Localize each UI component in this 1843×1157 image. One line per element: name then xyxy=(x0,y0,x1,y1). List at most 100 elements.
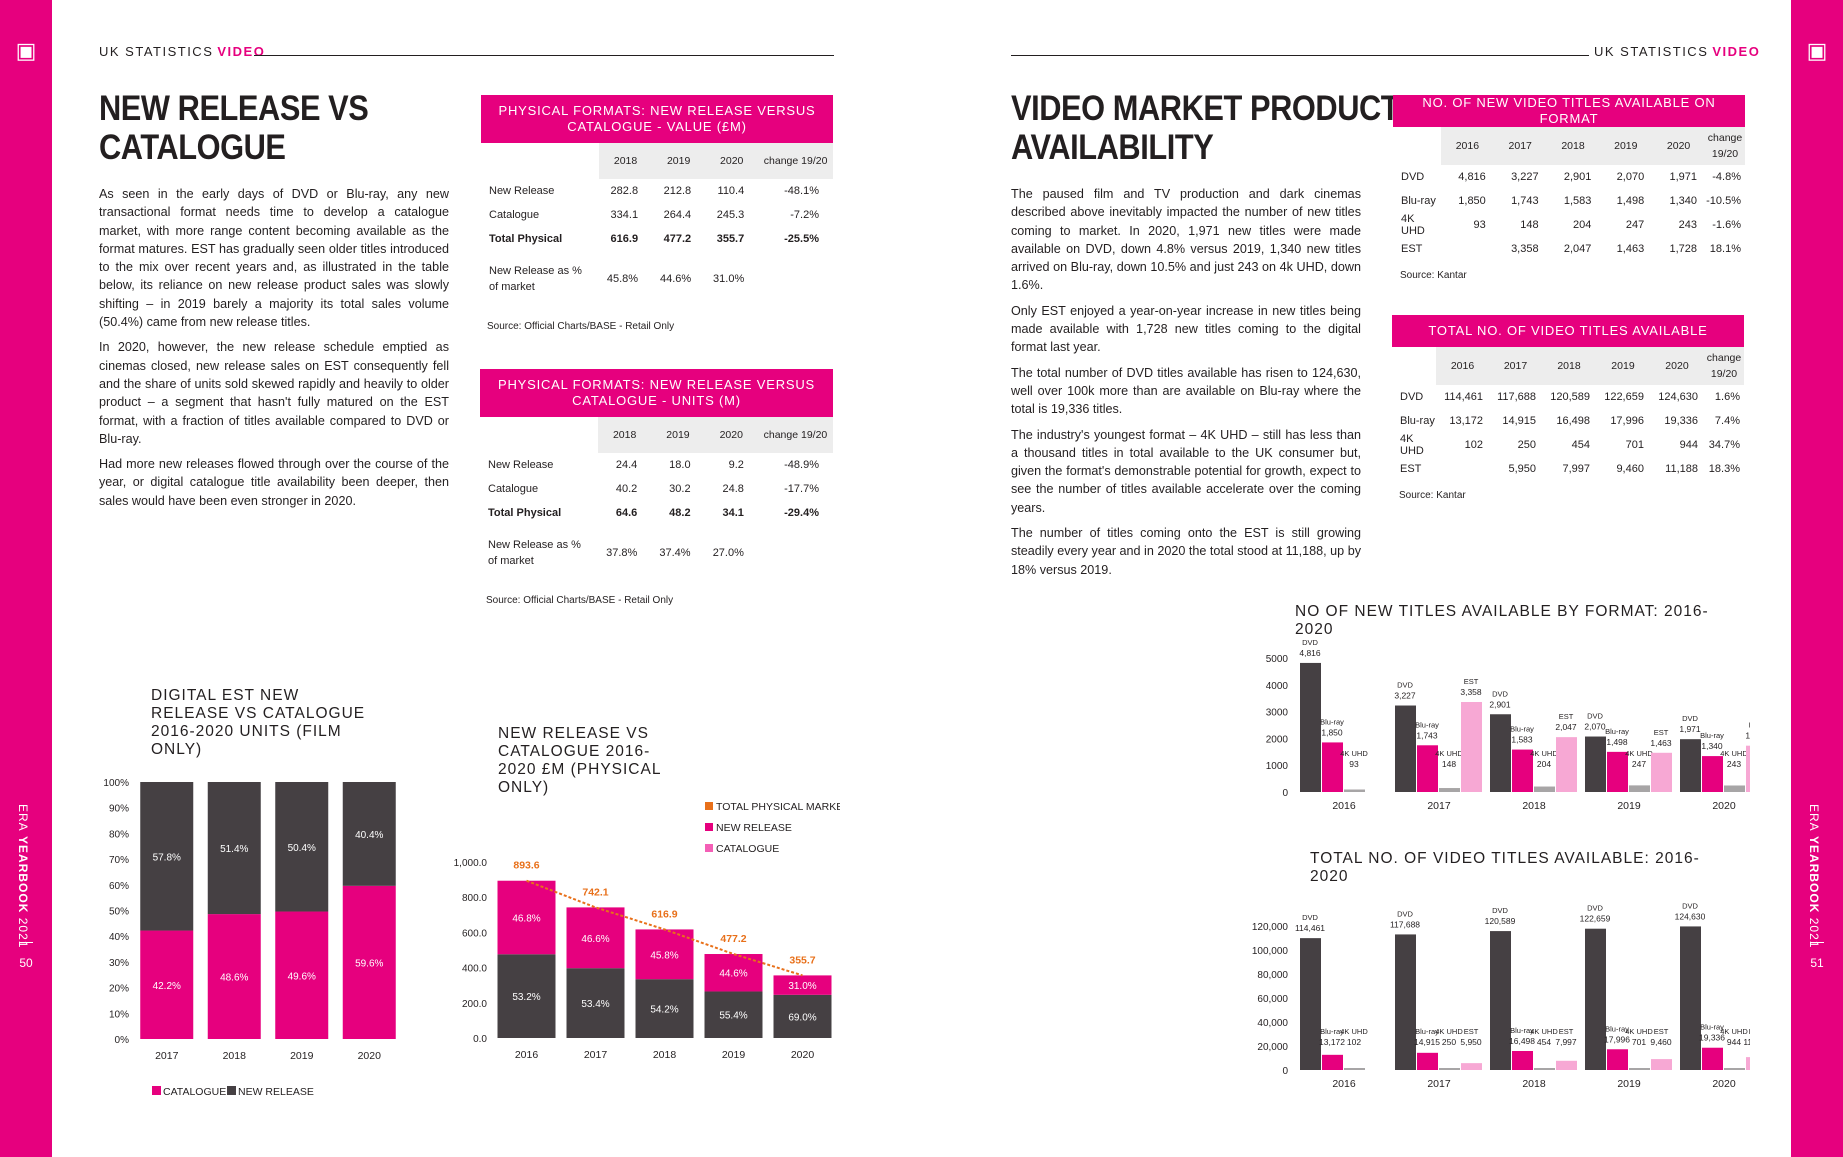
x-tick-label: 2020 xyxy=(1712,800,1736,812)
legend-label: NEW RELEASE xyxy=(716,822,792,834)
series-label: Blu-ray xyxy=(1415,1027,1439,1036)
bar-blu-ray xyxy=(1702,756,1723,792)
data-label: 1,850 xyxy=(1321,727,1343,737)
data-label: 701 xyxy=(1632,1037,1646,1047)
table-source: Source: Official Charts/BASE - Retail On… xyxy=(487,321,675,332)
series-label: DVD xyxy=(1682,901,1698,910)
data-label: 247 xyxy=(1632,759,1646,769)
bar-catalogue xyxy=(773,994,832,1038)
bar-est xyxy=(1461,702,1482,792)
data-label: 148 xyxy=(1442,759,1456,769)
series-label: 4K UHD xyxy=(1340,749,1368,758)
bar-dvd xyxy=(1300,662,1321,792)
bar-catalogue xyxy=(704,991,763,1038)
table-row: DVD 114,461 117,688 120,589 122,659 124,630 1.… xyxy=(1400,391,1740,403)
y-tick-label: 10% xyxy=(109,1009,129,1020)
data-label: 204 xyxy=(1537,759,1551,769)
series-label: Blu-ray xyxy=(1510,1026,1534,1035)
page-header-right: UK STATISTICS VIDEO xyxy=(1594,44,1761,59)
y-tick-label: 70% xyxy=(109,855,129,866)
y-tick-label: 50% xyxy=(109,907,129,918)
col-header: 2018 xyxy=(599,143,653,179)
total-trend-line xyxy=(526,879,803,977)
table-row: New Release as % of market 45.8% 44.6% 31.0… xyxy=(489,265,745,293)
bar-new-release xyxy=(140,782,194,931)
col-header: 2019 xyxy=(651,417,705,453)
series-label: 4K UHD xyxy=(1625,1027,1653,1036)
data-label: 102 xyxy=(1347,1037,1361,1047)
col-header: change 19/20 xyxy=(1705,127,1745,165)
page-number: 50 xyxy=(19,956,33,970)
y-tick-label: 0 xyxy=(1282,1066,1288,1077)
table-title-value: PHYSICAL FORMATS: NEW RELEASE VERSUS CAT… xyxy=(481,95,833,143)
data-label: 3,358 xyxy=(1460,687,1482,697)
x-tick-label: 2018 xyxy=(653,1049,677,1061)
col-header: change 19/20 xyxy=(757,417,833,453)
y-tick-label: 600.0 xyxy=(462,928,487,939)
table-row: DVD 4,816 3,227 2,901 2,070 1,971 -4.8% xyxy=(1401,171,1741,183)
data-label: 250 xyxy=(1442,1037,1456,1047)
data-label: 1,340 xyxy=(1701,741,1723,751)
series-label: Blu-ray xyxy=(1415,720,1439,729)
legend-label: NEW RELEASE xyxy=(238,1086,314,1098)
bar-dvd xyxy=(1395,934,1416,1070)
data-label: 54.2% xyxy=(650,1005,678,1016)
series-label: EST xyxy=(1559,1027,1574,1036)
bar-blu-ray xyxy=(1512,1050,1533,1070)
data-label: 53.4% xyxy=(581,999,609,1010)
data-label: 9,460 xyxy=(1650,1037,1672,1047)
side-rule xyxy=(19,942,33,943)
header-rule xyxy=(254,55,834,56)
y-tick-label: 20% xyxy=(109,984,129,995)
data-label: 117,688 xyxy=(1390,919,1420,929)
data-label: 1,463 xyxy=(1650,738,1672,748)
y-tick-label: 200.0 xyxy=(462,999,487,1010)
y-tick-label: 80,000 xyxy=(1257,970,1288,981)
bar-4k-uhd xyxy=(1724,1068,1745,1070)
bar-new-release xyxy=(207,782,261,915)
data-label: 53.2% xyxy=(512,992,540,1003)
col-header: 2020 xyxy=(1652,127,1705,165)
page-title-left: NEW RELEASE VS CATALOGUE xyxy=(99,89,369,167)
data-label: 1,728 xyxy=(1745,731,1750,741)
bar-catalogue xyxy=(497,954,556,1038)
x-tick-label: 2019 xyxy=(1617,800,1641,812)
bar-4k-uhd xyxy=(1439,788,1460,792)
bar-new-release xyxy=(342,782,396,886)
table-row: EST 5,950 7,997 9,460 11,188 18.3% xyxy=(1400,463,1740,475)
bar-4k-uhd xyxy=(1629,785,1650,792)
series-label: DVD xyxy=(1397,909,1413,918)
series-label: EST xyxy=(1749,721,1750,730)
y-tick-label: 0.0 xyxy=(473,1034,487,1045)
bar-dvd xyxy=(1680,739,1701,792)
y-tick-label: 90% xyxy=(109,804,129,815)
table-row: Blu-ray 13,172 14,915 16,498 17,996 19,336 7.4… xyxy=(1400,415,1740,427)
bar-blu-ray xyxy=(1607,751,1628,792)
series-label: 4K UHD xyxy=(1720,1027,1748,1036)
x-tick-label: 2018 xyxy=(1522,1078,1546,1090)
bar-dvd xyxy=(1585,928,1606,1070)
col-header: 2019 xyxy=(1599,127,1653,165)
page-title-right: VIDEO MARKET PRODUCT AVAILABILITY xyxy=(1011,89,1400,167)
legend-label: CATALOGUE xyxy=(163,1086,226,1098)
data-label: 59.6% xyxy=(355,958,383,969)
bar-est xyxy=(1651,1059,1672,1070)
bar-new-release xyxy=(497,880,556,955)
table-title-new-titles: NO. OF NEW VIDEO TITLES AVAILABLE ON FOR… xyxy=(1393,95,1745,127)
bar-blu-ray xyxy=(1702,1047,1723,1070)
data-label: 50.4% xyxy=(288,843,316,854)
bar-est xyxy=(1556,737,1577,792)
bar-4k-uhd xyxy=(1344,789,1365,792)
bar-dvd xyxy=(1490,714,1511,792)
y-tick-label: 60,000 xyxy=(1257,994,1288,1005)
series-label: 4K UHD xyxy=(1625,749,1653,758)
legend-swatch xyxy=(705,802,713,810)
series-label: DVD xyxy=(1587,904,1603,913)
y-tick-label: 400.0 xyxy=(462,964,487,975)
series-label: Blu-ray xyxy=(1510,725,1534,734)
table-row: 4K UHD 102 250 454 701 944 34.7% xyxy=(1400,433,1740,457)
bar-catalogue xyxy=(275,911,329,1039)
page-number: 51 xyxy=(1810,956,1824,970)
col-header: change 19/20 xyxy=(1704,347,1744,385)
series-label: 4K UHD xyxy=(1530,1027,1558,1036)
